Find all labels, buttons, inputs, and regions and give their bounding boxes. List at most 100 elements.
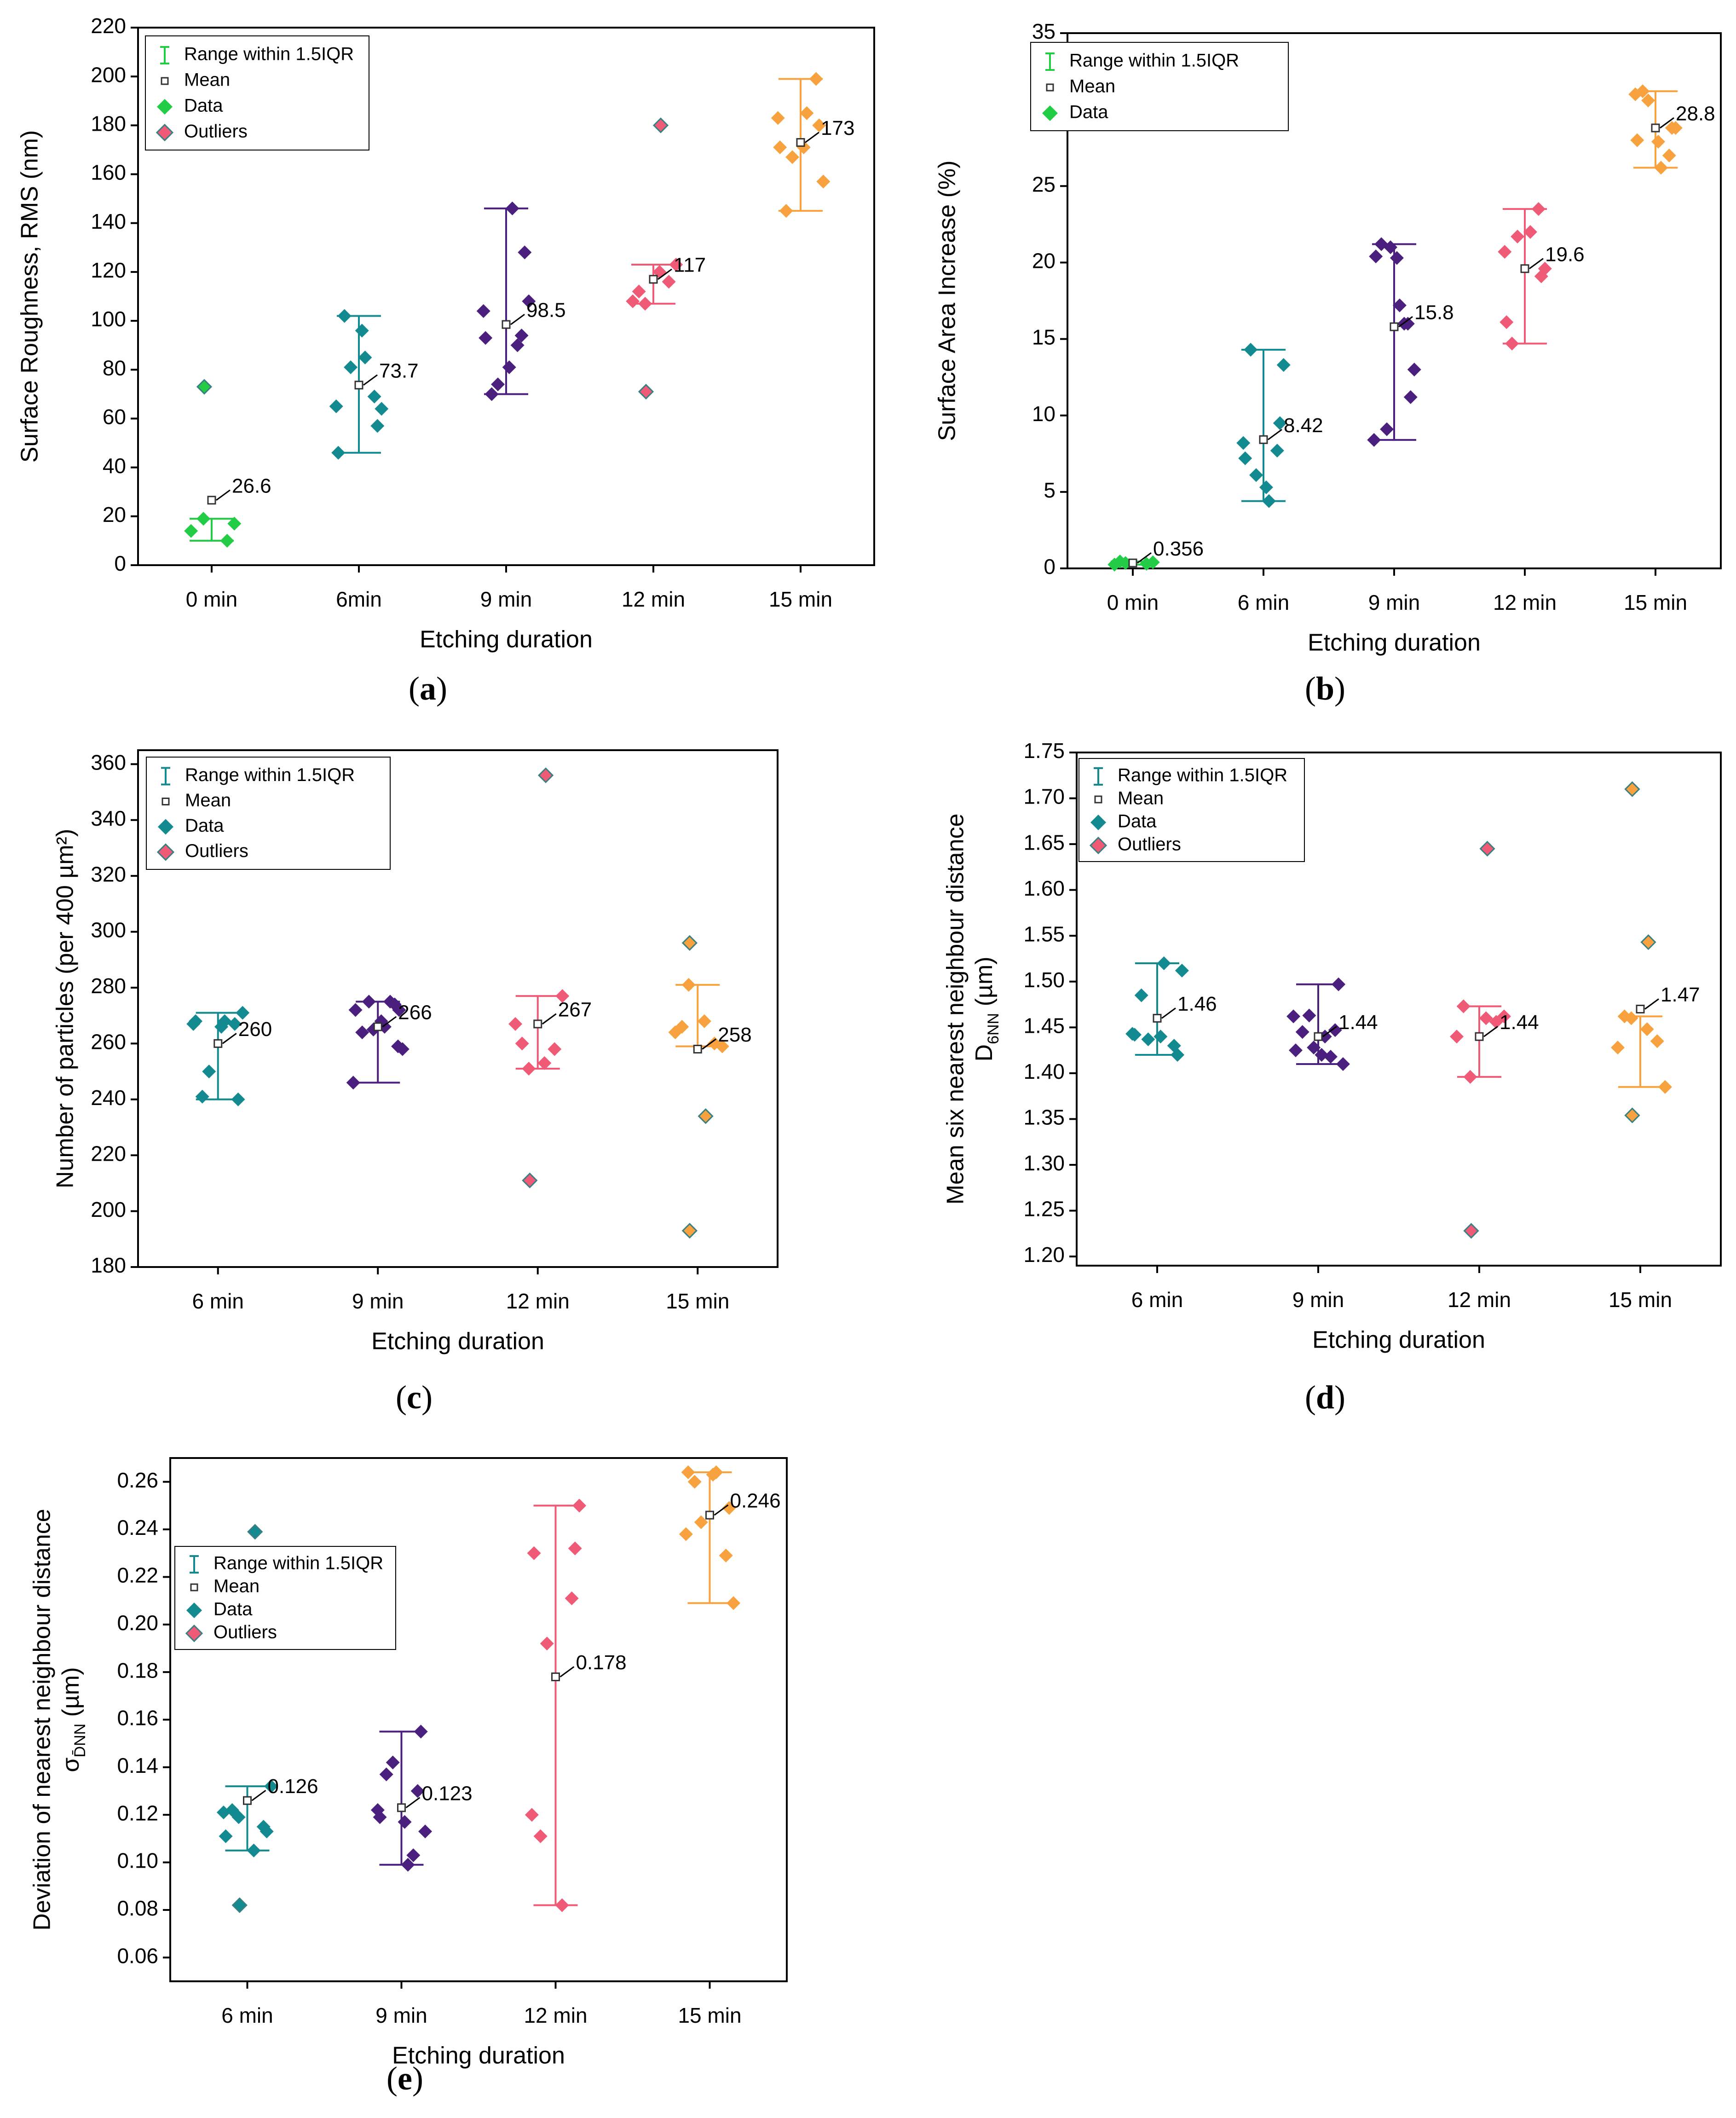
panel-label: (d) (1305, 1379, 1345, 1416)
panel-label-open: ( (386, 2060, 398, 2097)
data-point (1665, 121, 1679, 135)
data-point (773, 140, 787, 155)
data-point (1125, 1027, 1140, 1041)
legend-label: Data (213, 1599, 253, 1620)
y-tick-label: 140 (91, 209, 126, 233)
mean-marker (705, 1510, 714, 1520)
data-point (1463, 1070, 1477, 1084)
y-tick-label: 10 (1032, 402, 1055, 426)
data-point (1628, 87, 1643, 101)
y-axis-label-symbol: σD̄NN (µm) (58, 1667, 89, 1772)
data-point (1336, 1057, 1350, 1071)
mean-leader (216, 489, 231, 501)
legend: Range within 1.5IQR Mean Data (1030, 42, 1289, 131)
data-point (1658, 1080, 1672, 1094)
x-tick-label: 15 min (1609, 1288, 1672, 1312)
x-tick-label: 9 min (375, 2003, 427, 2027)
legend-label: Mean (1118, 788, 1164, 809)
mean-marker (354, 381, 363, 390)
mean-leader (702, 1038, 717, 1050)
mean-label: 0.246 (730, 1490, 781, 1512)
data-point (662, 275, 676, 289)
y-axis-label-symbol: D6NN (µm) (971, 957, 1002, 1062)
data-point (355, 324, 369, 338)
legend-label: Range within 1.5IQR (184, 44, 354, 64)
mean-leader (657, 268, 672, 280)
legend-mean-icon (190, 1583, 198, 1591)
data-point (1390, 251, 1404, 265)
data-point (1286, 1009, 1301, 1024)
mean-label: 266 (398, 1001, 432, 1024)
data-point (370, 1803, 385, 1817)
data-point (344, 360, 358, 374)
mean-label: 73.7 (379, 359, 419, 382)
data-point (525, 1808, 539, 1822)
legend-box (146, 757, 391, 870)
legend-box (145, 35, 369, 150)
data-point (1650, 1034, 1664, 1048)
data-point (537, 1056, 552, 1070)
legend-label: Outliers (1118, 834, 1181, 855)
mean-label: 28.8 (1676, 103, 1715, 125)
data-point (518, 245, 532, 260)
x-axis-label: Etching duration (420, 626, 593, 653)
data-point (722, 1501, 736, 1515)
data-point (816, 174, 831, 189)
data-point (1511, 229, 1525, 243)
data-point (548, 1042, 562, 1056)
legend-label: Mean (213, 1576, 260, 1597)
data-point (1157, 956, 1171, 970)
data-point (337, 309, 352, 323)
legend-label: Data (1069, 102, 1108, 122)
x-tick-label: 9 min (1368, 590, 1420, 614)
data-point (1611, 1041, 1625, 1055)
data-point (236, 1006, 250, 1020)
data-point (264, 1779, 278, 1794)
mean-label: 15.8 (1414, 301, 1454, 324)
data-point (522, 1062, 536, 1076)
y-tick-label: 15 (1032, 325, 1055, 349)
legend-mean-icon (1046, 83, 1054, 92)
data-point (383, 995, 398, 1009)
y-tick-label: 35 (1032, 19, 1055, 43)
data-point (386, 1755, 400, 1770)
y-tick-label: 1.70 (1023, 785, 1065, 809)
panel-label-close: ) (436, 670, 447, 707)
data-point (1654, 161, 1668, 175)
mean-leader (382, 1016, 397, 1028)
panel-label-close: ) (1334, 670, 1345, 707)
legend-label: Outliers (185, 841, 248, 861)
data-point (231, 1092, 245, 1106)
data-point (681, 1465, 695, 1480)
data-point (1662, 148, 1676, 162)
data-point (527, 1546, 541, 1560)
panel-label-close: ) (412, 2060, 423, 2097)
legend-box (1079, 758, 1305, 862)
y-tick-label: 160 (91, 161, 126, 185)
legend-outlier-icon (1089, 836, 1107, 855)
x-axis-label: Etching duration (1308, 630, 1481, 656)
outlier-point (698, 1108, 714, 1124)
legend-box (174, 1546, 396, 1650)
data-point (1307, 1041, 1321, 1055)
y-tick-label: 1.30 (1023, 1151, 1065, 1175)
y-tick-label: 80 (103, 356, 126, 380)
data-point (779, 204, 793, 218)
data-point (555, 1898, 569, 1912)
x-axis-label: Etching duration (1312, 1327, 1485, 1354)
mean-marker (397, 1803, 406, 1812)
y-axis-label: Number of particles (per 400 µm²) (52, 829, 79, 1188)
x-tick-label: 0 min (1107, 590, 1159, 614)
data-point (1617, 1009, 1632, 1024)
mean-marker (373, 1022, 382, 1031)
legend-data-icon (186, 1603, 202, 1618)
mean-marker (243, 1796, 252, 1805)
mean-label: 267 (558, 999, 592, 1021)
legend-data-icon (158, 819, 173, 835)
data-point (331, 446, 346, 460)
data-point (1171, 1048, 1185, 1062)
mean-marker (693, 1045, 702, 1054)
